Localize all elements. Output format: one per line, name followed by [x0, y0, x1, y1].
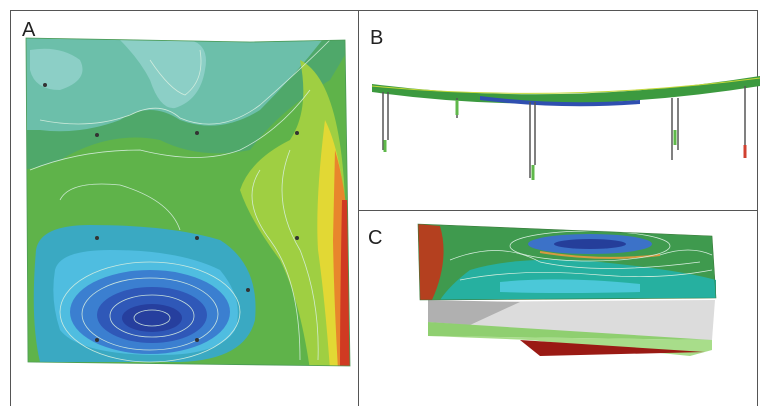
panel-label: A	[22, 19, 36, 41]
panel-label: B	[370, 27, 383, 49]
panel-b-section	[372, 76, 760, 180]
panel-a-map	[20, 30, 360, 370]
panel-label: C	[368, 227, 382, 249]
panel-c-block	[418, 224, 716, 356]
figure: A B	[0, 0, 762, 406]
